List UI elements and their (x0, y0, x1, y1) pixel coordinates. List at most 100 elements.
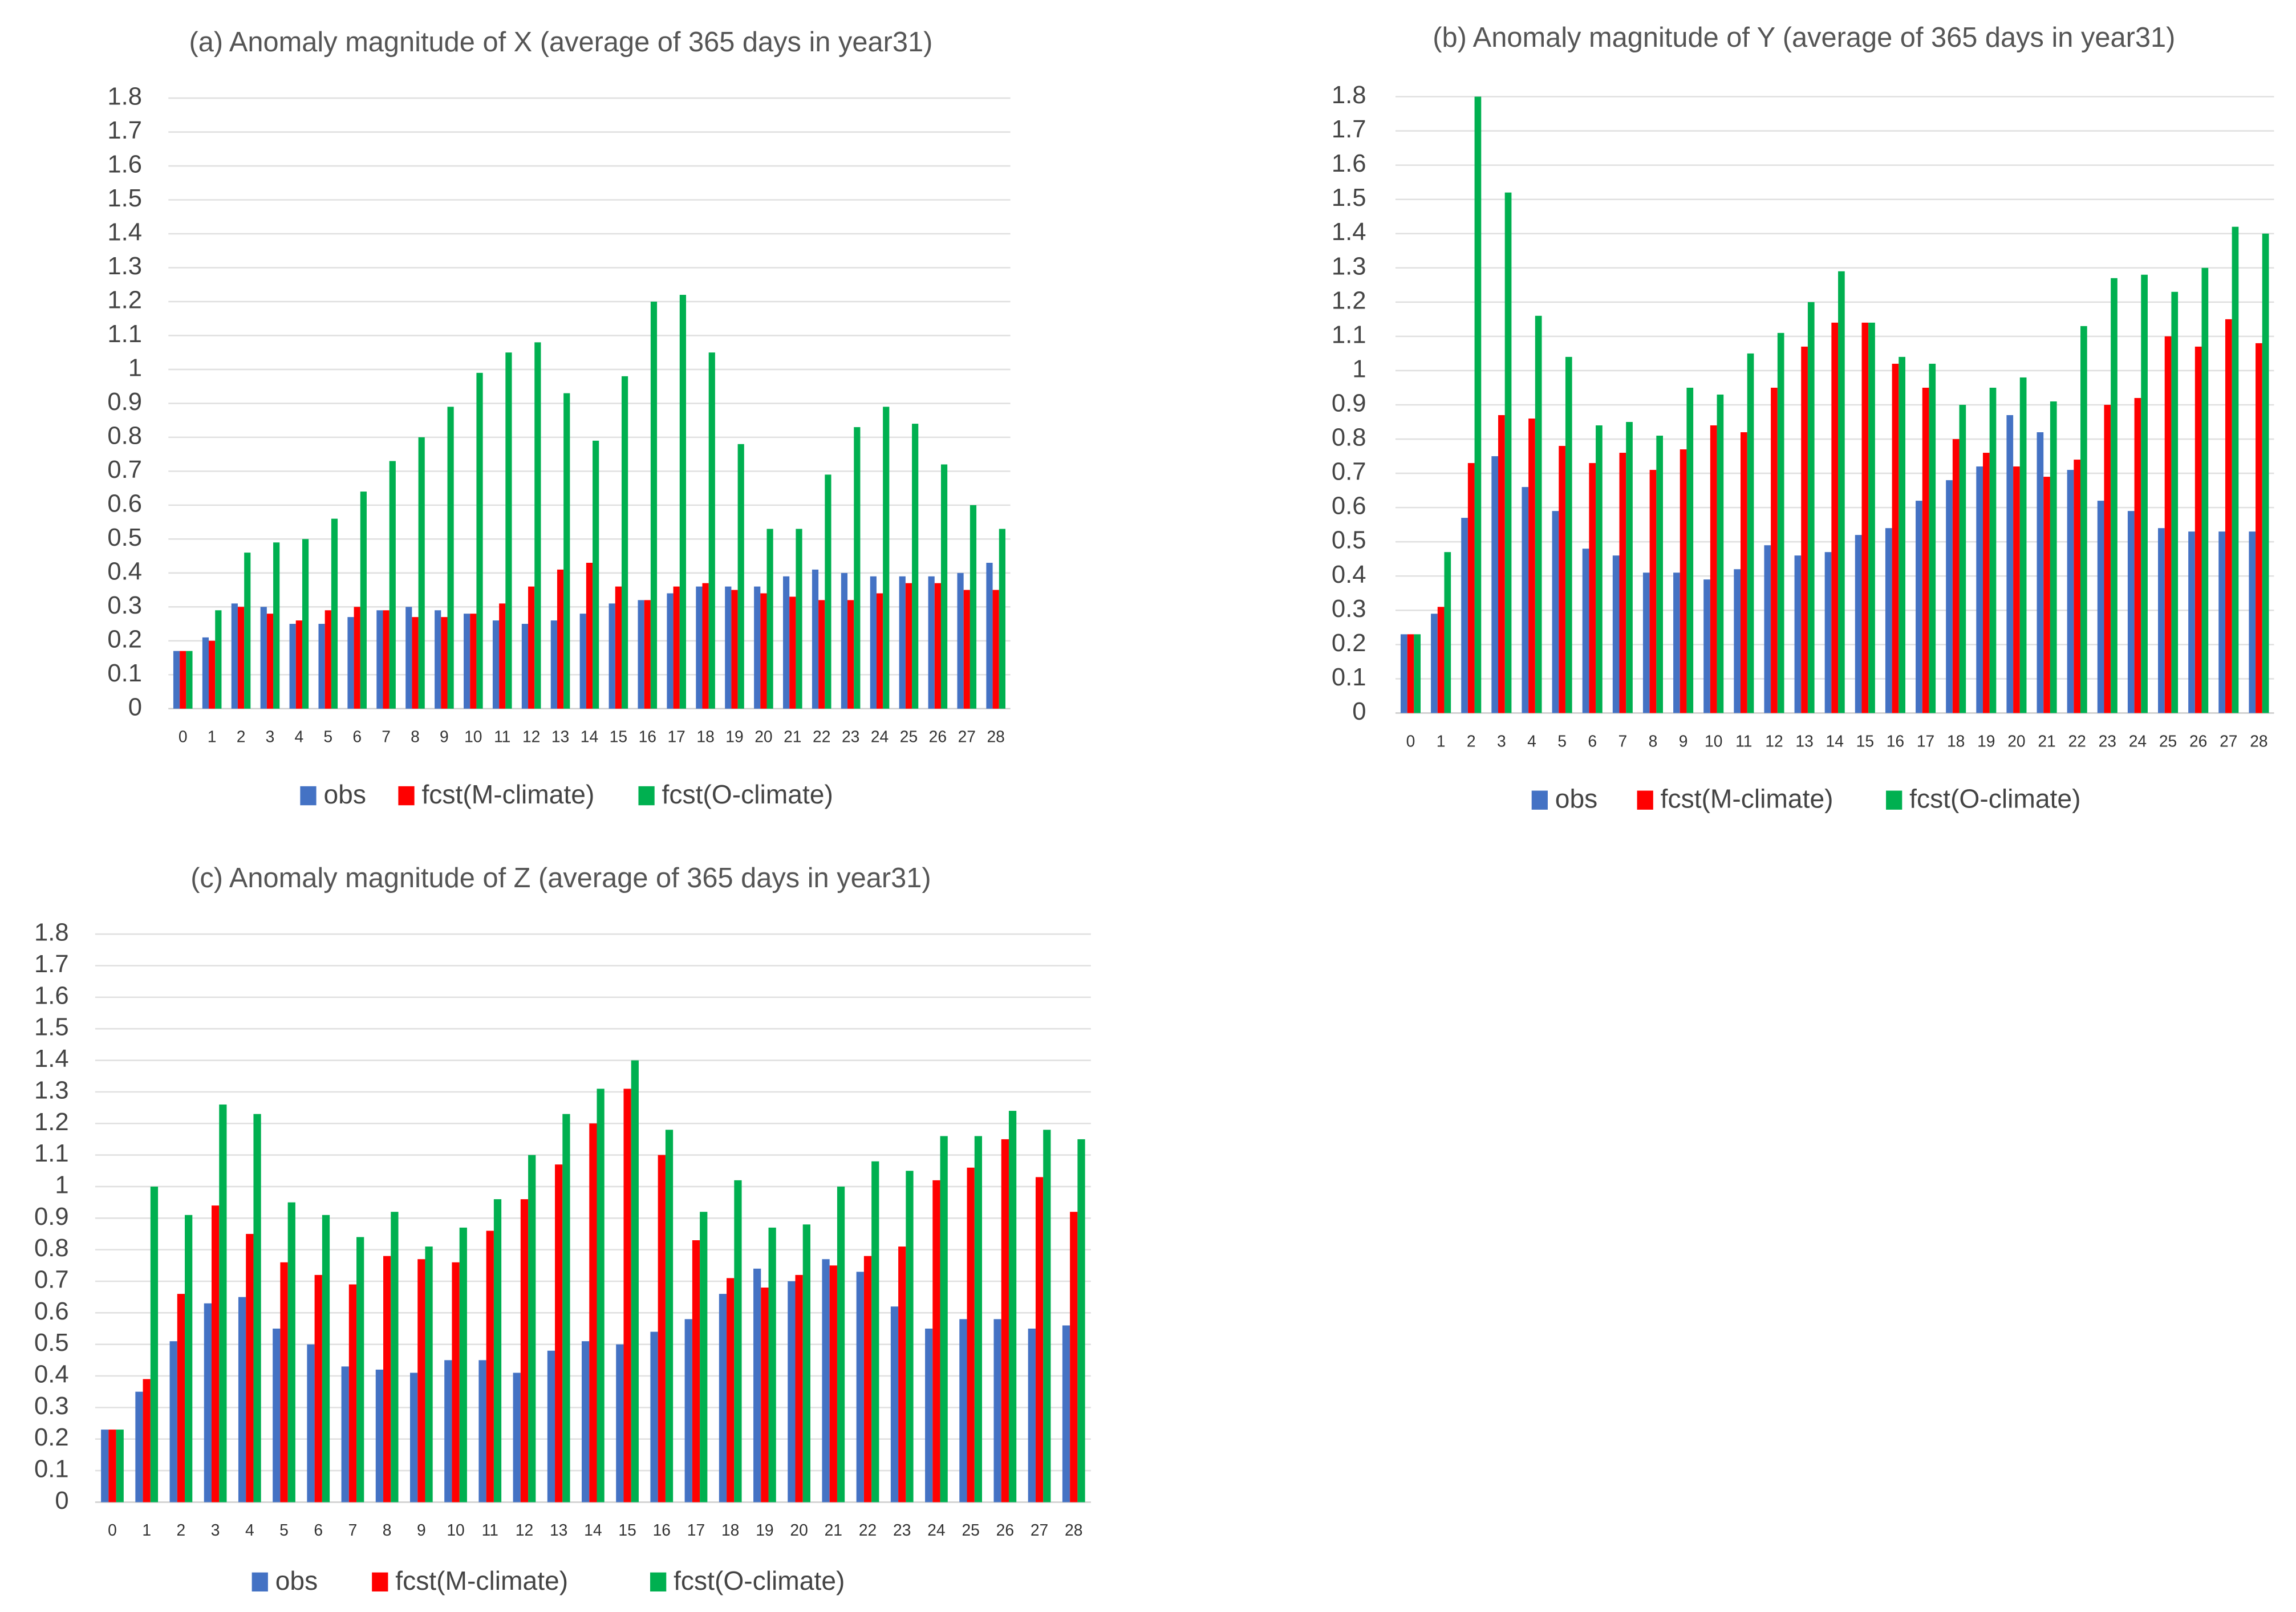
bar (684, 1319, 692, 1503)
bar (1431, 614, 1438, 713)
bar (173, 651, 180, 709)
bar (959, 1319, 967, 1503)
x-tick-label: 16 (1887, 732, 1904, 750)
y-tick-label: 1.2 (34, 1108, 69, 1136)
bar (957, 572, 964, 709)
x-tick-label: 3 (211, 1521, 220, 1539)
chart-title: (a) Anomaly magnitude of X (average of 3… (189, 27, 932, 58)
bar (2104, 404, 2111, 713)
bar (528, 586, 535, 709)
bar (753, 1268, 761, 1503)
bar (974, 1136, 983, 1503)
y-tick-label: 0.6 (34, 1297, 69, 1325)
y-tick-label: 1.7 (107, 116, 142, 144)
bar (499, 603, 506, 709)
x-tick-label: 13 (551, 728, 569, 746)
x-tick-label: 15 (1856, 732, 1874, 750)
bar (1559, 446, 1565, 713)
bar (204, 1303, 212, 1503)
bar (2067, 470, 2074, 713)
bar (822, 1259, 830, 1503)
x-tick-label: 2 (177, 1521, 186, 1539)
x-tick-label: 12 (516, 1521, 533, 1539)
legend-swatch (251, 1572, 268, 1592)
legend-label: obs (275, 1566, 318, 1595)
bar (702, 583, 709, 709)
bar (1747, 353, 1754, 713)
bar (289, 624, 296, 709)
y-tick-label: 0 (1352, 697, 1366, 725)
bar (863, 1256, 872, 1503)
bar (932, 1180, 940, 1503)
bar (1824, 552, 1832, 713)
legend-swatch (638, 786, 655, 806)
x-tick-label: 2 (1467, 732, 1476, 750)
bar (1959, 404, 1966, 713)
bar (579, 614, 586, 709)
bar (464, 614, 470, 709)
y-tick-label: 1.7 (34, 950, 69, 978)
x-tick-label: 24 (927, 1521, 945, 1539)
x-tick-label: 21 (2038, 732, 2055, 750)
bar (795, 1274, 803, 1503)
bar (1740, 432, 1747, 713)
legend-label: obs (1555, 784, 1597, 814)
bar (1794, 555, 1802, 713)
legend-label: fcst(M-climate) (1661, 784, 1833, 814)
bar (486, 1231, 494, 1503)
bar (1642, 572, 1650, 713)
bar (2232, 226, 2239, 713)
x-tick-label: 24 (2129, 732, 2147, 750)
x-tick-label: 22 (2068, 732, 2086, 750)
bar (307, 1344, 315, 1503)
bar (883, 407, 890, 709)
bar (802, 1224, 810, 1503)
bar (2134, 397, 2141, 713)
x-tick-label: 19 (1977, 732, 1995, 750)
y-tick-label: 0.1 (107, 659, 142, 687)
y-tick-label: 0.2 (34, 1423, 69, 1451)
bar (700, 1212, 708, 1503)
y-tick-label: 0.7 (1332, 458, 1366, 486)
bar (521, 624, 529, 709)
bar (2050, 401, 2057, 713)
bar (1989, 387, 1997, 713)
bar (452, 1262, 460, 1503)
bar (1028, 1328, 1036, 1503)
bar (389, 461, 396, 709)
bar (186, 651, 193, 709)
bar (644, 600, 651, 709)
bar (725, 586, 732, 709)
bar (391, 1212, 399, 1503)
bar (2037, 432, 2044, 713)
y-tick-label: 1.3 (107, 252, 142, 280)
x-tick-label: 10 (1705, 732, 1722, 750)
bar (847, 600, 854, 709)
y-tick-label: 0.5 (1332, 526, 1366, 554)
bar (597, 1089, 605, 1503)
legend-label: obs (323, 779, 366, 809)
bar (324, 610, 331, 709)
bar (150, 1186, 159, 1503)
x-tick-label: 2 (237, 728, 246, 746)
y-tick-label: 1.3 (34, 1076, 69, 1104)
bar (963, 590, 970, 709)
y-tick-label: 0.7 (34, 1266, 69, 1294)
bar (993, 1319, 1001, 1503)
y-tick-label: 1.8 (1332, 81, 1366, 109)
y-tick-label: 1.7 (1332, 115, 1366, 143)
bar (1946, 480, 1953, 713)
x-tick-label: 5 (323, 728, 332, 746)
x-tick-label: 15 (618, 1521, 636, 1539)
x-tick-label: 1 (208, 728, 217, 746)
x-tick-label: 9 (440, 728, 449, 746)
bar (1535, 315, 1542, 713)
y-tick-label: 0 (128, 693, 142, 721)
bar (513, 1373, 521, 1503)
bar (447, 407, 454, 709)
y-tick-label: 0.5 (34, 1329, 69, 1357)
x-tick-label: 19 (725, 728, 743, 746)
bar (1686, 387, 1694, 713)
bar (1838, 271, 1845, 713)
legend-swatch (650, 1572, 667, 1592)
